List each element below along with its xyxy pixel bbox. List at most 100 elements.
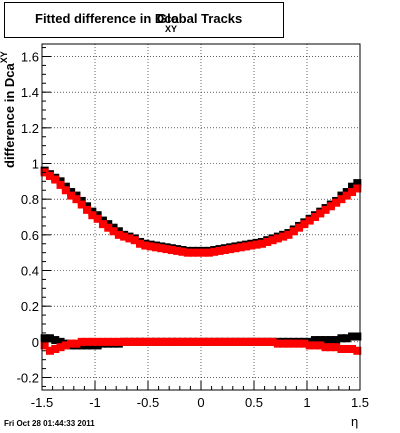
data-marker xyxy=(305,341,314,350)
data-marker xyxy=(268,236,277,245)
data-marker xyxy=(136,239,145,248)
data-marker xyxy=(199,248,208,257)
data-marker xyxy=(210,337,219,346)
data-marker xyxy=(146,337,155,346)
data-marker xyxy=(263,237,272,246)
data-marker xyxy=(93,337,102,346)
data-marker xyxy=(83,205,92,214)
data-marker xyxy=(247,241,256,250)
data-marker xyxy=(215,246,224,255)
y-tick-label: 0.8 xyxy=(21,192,39,207)
data-marker xyxy=(337,344,346,353)
data-marker xyxy=(353,346,362,355)
data-marker xyxy=(189,248,198,257)
y-tick-label: 1 xyxy=(32,156,39,171)
data-marker xyxy=(215,337,224,346)
data-marker xyxy=(353,332,362,341)
data-marker xyxy=(310,336,319,345)
data-marker xyxy=(257,337,266,346)
data-marker xyxy=(189,337,198,346)
data-marker xyxy=(114,230,123,239)
data-marker xyxy=(88,337,97,346)
data-marker xyxy=(353,179,362,188)
data-marker xyxy=(109,337,118,346)
data-marker xyxy=(348,332,357,341)
data-marker xyxy=(204,248,213,257)
data-marker xyxy=(77,337,86,346)
y-axis-label: difference in DcaXY xyxy=(0,51,17,168)
data-marker xyxy=(220,337,229,346)
data-marker xyxy=(242,242,251,251)
data-marker xyxy=(279,339,288,348)
data-marker xyxy=(173,337,182,346)
data-marker xyxy=(348,188,357,197)
data-marker xyxy=(167,245,176,254)
x-tick-label: -1 xyxy=(89,395,101,410)
data-marker xyxy=(61,341,70,350)
data-marker xyxy=(146,242,155,251)
data-marker xyxy=(321,205,330,214)
data-marker xyxy=(104,223,113,232)
data-marker xyxy=(130,337,139,346)
data-marker xyxy=(263,337,272,346)
data-marker xyxy=(342,191,351,200)
y-tick-label: 0.4 xyxy=(21,264,39,279)
data-marker xyxy=(162,245,171,254)
data-marker xyxy=(45,171,54,180)
data-marker xyxy=(45,334,54,343)
data-marker xyxy=(231,244,240,253)
x-tick-label: -1.5 xyxy=(31,395,53,410)
data-marker xyxy=(226,245,235,254)
data-marker xyxy=(310,341,319,350)
data-marker xyxy=(295,339,304,348)
data-marker xyxy=(114,337,123,346)
data-marker xyxy=(56,337,65,346)
x-tick-label: 0.5 xyxy=(245,395,263,410)
data-marker xyxy=(332,343,341,352)
y-tick-label: 0 xyxy=(32,335,39,350)
data-marker xyxy=(98,337,107,346)
data-marker xyxy=(257,239,266,248)
data-marker xyxy=(109,227,118,236)
data-markers xyxy=(40,166,362,355)
data-marker xyxy=(157,244,166,253)
data-marker xyxy=(337,334,346,343)
data-marker xyxy=(120,232,129,241)
x-axis-label: η xyxy=(351,414,359,429)
data-marker xyxy=(268,337,277,346)
data-marker xyxy=(236,337,245,346)
data-marker xyxy=(226,337,235,346)
data-marker xyxy=(252,337,261,346)
data-marker xyxy=(72,195,81,204)
data-marker xyxy=(305,216,314,225)
data-marker xyxy=(151,337,160,346)
data-marker xyxy=(51,175,60,184)
y-tick-label: 1.2 xyxy=(21,121,39,136)
data-marker xyxy=(279,232,288,241)
axis-ticks: -1.5 -1 -0.5 0 0.5 1 1.5 -0.2 0 0.2 0.4 0.6 0.8 1 1.2 1… xyxy=(17,47,369,410)
data-marker xyxy=(236,243,245,252)
data-marker xyxy=(125,337,134,346)
chart-title-subscript: XY xyxy=(165,24,178,34)
data-marker xyxy=(321,336,330,345)
data-marker xyxy=(183,248,192,257)
data-marker xyxy=(130,236,139,245)
y-tick-label: -0.2 xyxy=(17,371,39,386)
data-marker xyxy=(316,209,325,218)
data-marker xyxy=(178,247,187,256)
data-marker xyxy=(199,337,208,346)
data-marker xyxy=(93,214,102,223)
data-marker xyxy=(284,230,293,239)
data-marker xyxy=(316,336,325,345)
data-marker xyxy=(141,337,150,346)
data-marker xyxy=(194,248,203,257)
y-axis-label-main: difference in Dca xyxy=(2,63,17,168)
data-marker xyxy=(337,195,346,204)
data-marker xyxy=(125,234,134,243)
data-marker xyxy=(242,337,251,346)
data-marker xyxy=(316,341,325,350)
data-marker xyxy=(300,339,309,348)
data-marker xyxy=(348,344,357,353)
data-marker xyxy=(98,220,107,229)
data-marker xyxy=(326,343,335,352)
